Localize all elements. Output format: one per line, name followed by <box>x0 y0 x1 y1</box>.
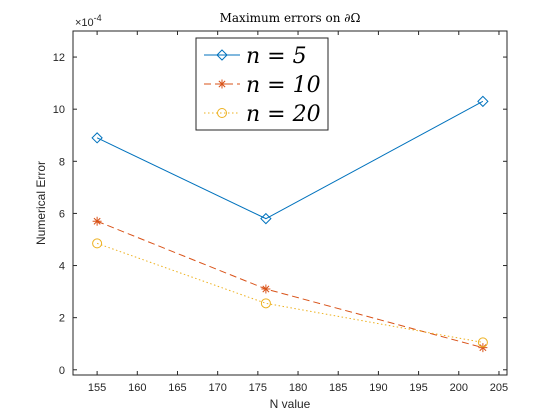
y-axis-label: Numerical Error <box>34 161 48 245</box>
series-layer <box>91 95 489 353</box>
series-1-point-1 <box>261 284 271 294</box>
y-tick-label-0: 0 <box>59 365 65 377</box>
x-tick-label-4: 175 <box>249 382 267 394</box>
x-axis-ticks: 155 160 165 170 175 180 185 190 195 200 205 <box>88 31 508 394</box>
series-2-point-2 <box>477 337 488 348</box>
x-tick-label-0: 155 <box>88 382 106 394</box>
series-1-point-2 <box>478 343 488 353</box>
y-tick-label-5: 10 <box>53 104 65 116</box>
x-tick-label-7: 190 <box>369 382 387 394</box>
series-2-point-0 <box>92 238 103 249</box>
y-axis-exponent-power: -4 <box>94 13 102 23</box>
series-1 <box>92 216 488 353</box>
y-tick-label-6: 12 <box>53 52 65 64</box>
x-axis-label: N value <box>270 397 311 411</box>
x-tick-label-10: 205 <box>490 382 508 394</box>
series-1-point-0 <box>92 216 102 226</box>
x-tick-label-8: 195 <box>409 382 427 394</box>
y-tick-label-4: 8 <box>59 156 65 168</box>
series-2 <box>92 238 488 348</box>
series-line-0 <box>96 100 484 220</box>
legend-marker-1 <box>217 79 227 89</box>
legend-marker-0 <box>216 49 228 61</box>
y-tick-label-3: 6 <box>59 208 65 220</box>
legend-label-2: n = 20 <box>246 102 321 127</box>
x-tick-label-2: 165 <box>168 382 186 394</box>
x-tick-label-1: 160 <box>128 382 146 394</box>
legend: n = 5 n = 10 n = 20 <box>195 37 329 131</box>
x-tick-label-6: 185 <box>329 382 347 394</box>
x-tick-label-5: 180 <box>289 382 307 394</box>
y-axis-ticks: 0 2 4 6 8 10 12 <box>53 52 507 377</box>
y-tick-label-2: 4 <box>59 261 65 273</box>
series-2-point-1 <box>260 298 271 309</box>
y-axis-exponent-base: ×10 <box>75 17 94 29</box>
x-tick-label-9: 200 <box>450 382 468 394</box>
legend-label-0: n = 5 <box>246 44 307 69</box>
y-axis-exponent: ×10-4 <box>75 13 102 29</box>
series-0-point-2 <box>477 95 489 108</box>
x-tick-label-3: 170 <box>208 382 226 394</box>
series-0-point-1 <box>260 212 272 225</box>
legend-marker-2 <box>217 108 227 118</box>
series-0-point-0 <box>91 132 103 144</box>
series-0 <box>91 95 489 225</box>
chart-title: Maximum errors on ∂Ω <box>220 11 361 25</box>
y-tick-label-1: 2 <box>59 313 65 325</box>
legend-label-1: n = 10 <box>246 73 321 98</box>
